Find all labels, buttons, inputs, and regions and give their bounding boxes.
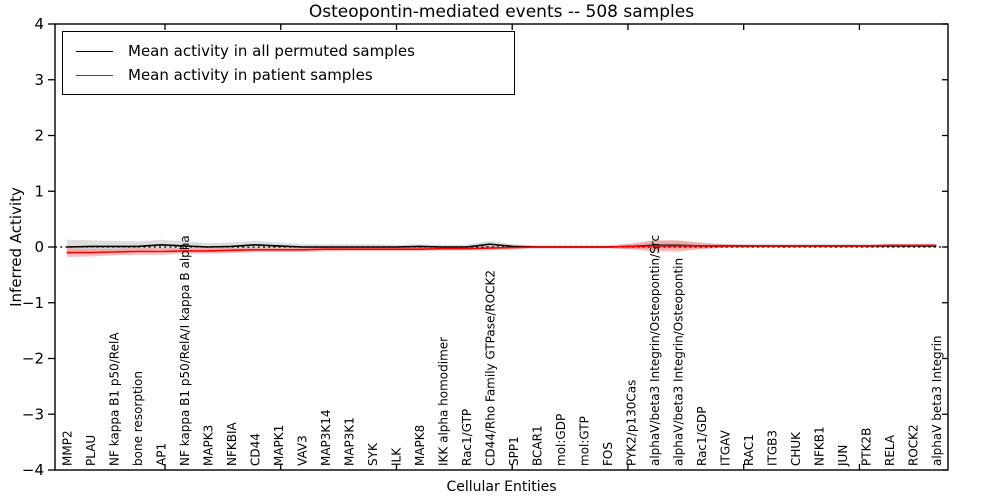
x-category-label: JUN bbox=[836, 445, 850, 467]
y-tick-label: −1 bbox=[22, 294, 44, 312]
x-category-label: RELA bbox=[883, 434, 897, 466]
x-category-label: SPP1 bbox=[507, 436, 521, 466]
y-tick-label: −2 bbox=[22, 350, 44, 368]
chart-title: Osteopontin-mediated events -- 508 sampl… bbox=[308, 2, 695, 22]
x-category-label: NFKB1 bbox=[812, 426, 826, 466]
x-category-label: VAV3 bbox=[295, 435, 309, 466]
x-category-label: alphaV beta3 Integrin bbox=[930, 335, 944, 466]
legend-line-swatch-red bbox=[76, 74, 113, 76]
y-tick-label: 0 bbox=[34, 238, 44, 256]
x-category-label: Rac1/GTP bbox=[460, 409, 474, 466]
x-category-label: IKK alpha homodimer bbox=[436, 337, 450, 466]
legend-label-patient: Mean activity in patient samples bbox=[128, 65, 373, 84]
x-category-label: MAP3K1 bbox=[342, 417, 356, 466]
x-category-label: CD44 bbox=[248, 433, 262, 466]
x-category-label: bone resorption bbox=[131, 371, 145, 466]
x-category-label: SYK bbox=[366, 442, 380, 466]
y-tick-label: 4 bbox=[34, 15, 44, 33]
x-category-label: FOS bbox=[601, 442, 615, 466]
x-category-label: mol:GTP bbox=[577, 416, 591, 466]
x-category-label: ITGAV bbox=[718, 429, 732, 466]
x-category-label: MMP2 bbox=[60, 430, 74, 466]
x-category-label: MAPK3 bbox=[201, 425, 215, 466]
y-axis-label: Inferred Activity bbox=[7, 187, 25, 307]
x-category-label: MAPK1 bbox=[272, 425, 286, 466]
x-category-label: AP1 bbox=[154, 443, 168, 466]
confidence-band-permuted bbox=[66, 239, 937, 255]
x-category-label: NF kappa B1 p50/RelA/I kappa B alpha bbox=[178, 235, 192, 466]
y-tick-label: −3 bbox=[22, 405, 44, 423]
x-category-label: ROCK2 bbox=[906, 424, 920, 466]
x-category-label: PYK2/p130Cas bbox=[624, 380, 638, 466]
x-category-label: CD44/Rho Family GTPase/ROCK2 bbox=[483, 270, 497, 466]
x-category-label: MAP3K14 bbox=[319, 409, 333, 466]
x-category-label: alphaV/beta3 Integrin/Osteopontin/Src bbox=[648, 235, 662, 466]
y-tick-label: 2 bbox=[34, 127, 44, 145]
legend-entry-patient: Mean activity in patient samples bbox=[63, 65, 514, 84]
y-tick-label: 3 bbox=[34, 71, 44, 89]
x-category-label: CHUK bbox=[789, 431, 803, 466]
legend-label-permuted: Mean activity in all permuted samples bbox=[128, 41, 415, 60]
x-axis-label: Cellular Entities bbox=[446, 479, 557, 495]
y-tick-label: 1 bbox=[34, 182, 44, 200]
legend-line-swatch-black bbox=[76, 50, 113, 52]
x-category-label: ITGB3 bbox=[765, 430, 779, 466]
legend: Mean activity in all permuted samples Me… bbox=[62, 31, 515, 95]
x-category-label: PTK2B bbox=[859, 428, 873, 466]
x-category-label: NFKBIA bbox=[225, 421, 239, 466]
x-category-label: PLAU bbox=[84, 435, 98, 466]
x-category-label: BCAR1 bbox=[530, 425, 544, 466]
x-category-label: MAPK8 bbox=[413, 425, 427, 466]
mean-line-patient bbox=[66, 244, 937, 254]
x-category-label: ILK bbox=[389, 447, 403, 466]
x-category-label: RAC1 bbox=[742, 434, 756, 466]
x-category-label: Rac1/GDP bbox=[695, 407, 709, 466]
x-category-label: mol:GDP bbox=[554, 414, 568, 466]
legend-entry-permuted: Mean activity in all permuted samples bbox=[63, 41, 514, 60]
x-category-label: alphaV/beta3 Integrin/Osteopontin bbox=[671, 258, 685, 466]
y-tick-label: −4 bbox=[22, 461, 44, 479]
x-category-label: NF kappa B1 p50/RelA bbox=[107, 332, 121, 466]
